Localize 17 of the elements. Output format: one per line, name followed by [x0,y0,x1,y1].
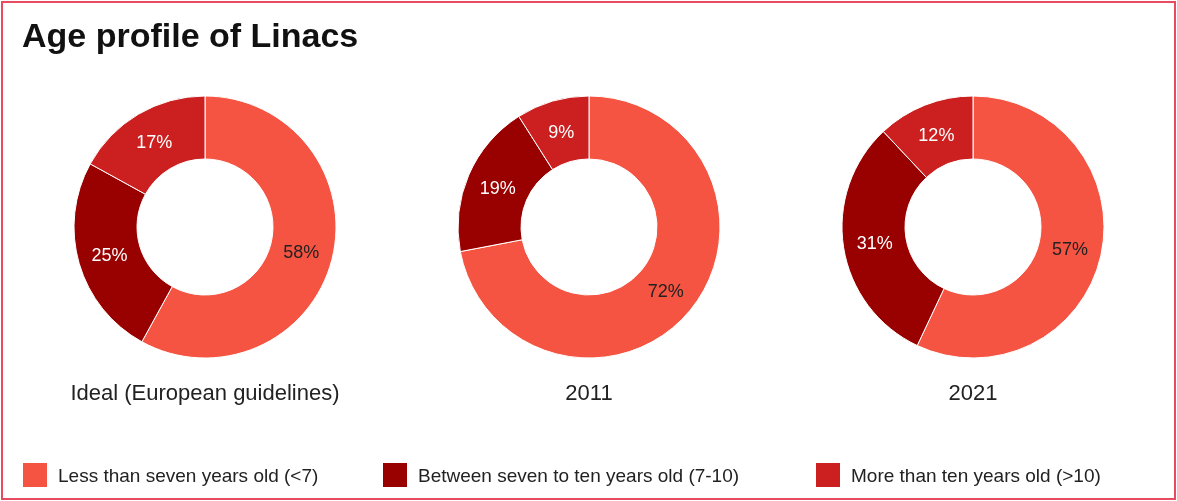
donut-slice [459,95,721,359]
chart-title: Age profile of Linacs [22,16,359,54]
legend-label: Between seven to ten years old (7-10) [418,464,740,486]
text: 2011 [565,380,613,405]
data-label: 57% [1052,239,1089,260]
legend-label: More than ten years old (>10) [851,464,1101,486]
data-label: 9% [548,121,575,142]
data-label: 17% [136,131,173,152]
data-label: 58% [283,242,320,263]
data-label: 12% [918,124,955,145]
data-label: 25% [91,245,128,266]
text: 2021 [948,380,998,405]
data-label: 31% [856,232,893,253]
text: Ideal (European guidelines) [70,380,340,405]
legend-label: Less than seven years old (<7) [58,464,319,486]
data-label: 72% [647,280,684,301]
data-label: 19% [479,177,516,198]
